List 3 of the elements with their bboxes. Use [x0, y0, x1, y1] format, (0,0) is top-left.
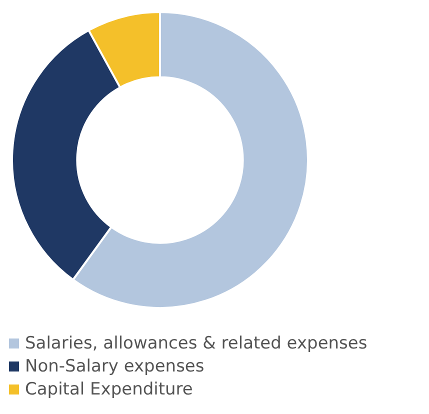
legend-label: Non-Salary expenses: [25, 356, 204, 376]
legend-label: Capital Expenditure: [25, 380, 193, 400]
legend-label: Salaries, allowances & related expenses: [25, 334, 368, 354]
